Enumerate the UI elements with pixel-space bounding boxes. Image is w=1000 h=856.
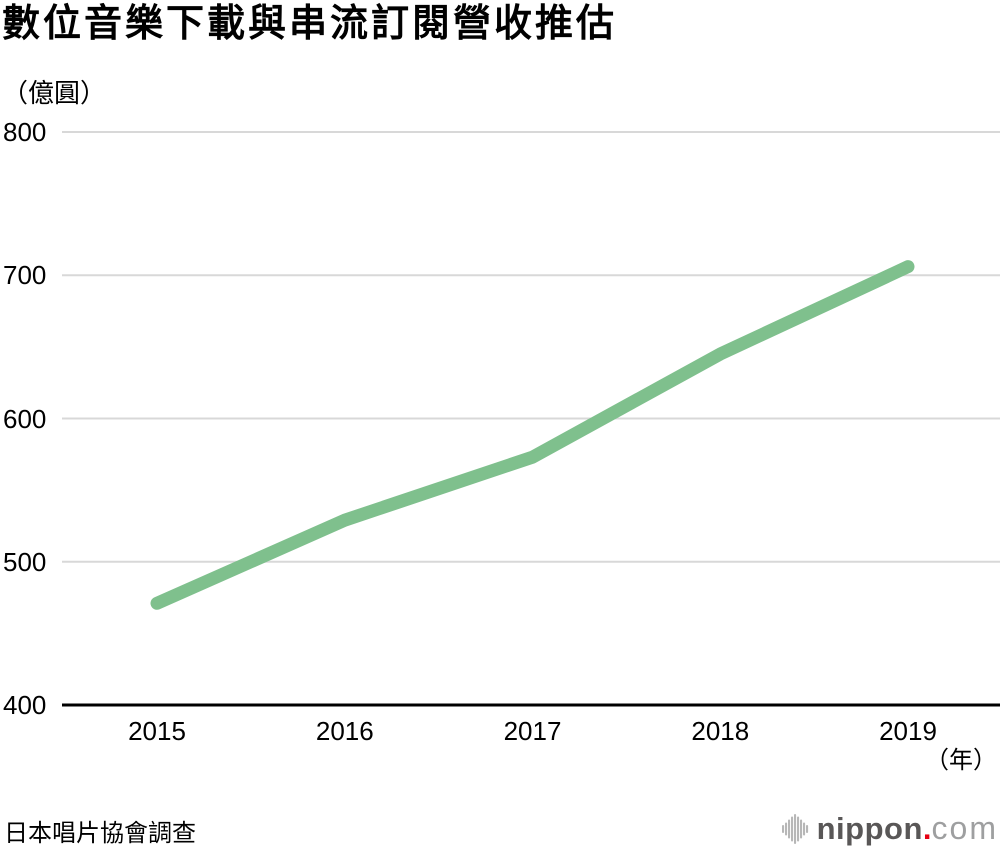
soundwave-bar xyxy=(784,822,787,835)
soundwave-bar xyxy=(793,813,796,844)
y-tick-label: 700 xyxy=(3,260,47,291)
revenue-line xyxy=(150,260,915,610)
x-tick-label: 2015 xyxy=(128,716,186,746)
logo-brand-text: nippon xyxy=(816,810,923,846)
y-axis-unit-label: （億圓） xyxy=(2,78,107,108)
soundwave-bar xyxy=(787,819,790,838)
x-tick-label: 2016 xyxy=(315,716,374,746)
x-tick-label: 2017 xyxy=(503,716,562,746)
soundwave-bar xyxy=(796,816,799,841)
soundwave-bar xyxy=(805,824,808,833)
nippon-logo: nippon. com xyxy=(780,810,998,847)
soundwave-bar xyxy=(799,819,802,838)
y-tick-label: 800 xyxy=(3,117,47,147)
logo-tld-text: com xyxy=(931,810,998,846)
soundwave-bars-icon xyxy=(781,813,808,844)
x-tick-label: 2019 xyxy=(879,716,937,746)
logo-dot: . xyxy=(922,810,932,846)
x-axis-unit-label: （年） xyxy=(925,747,997,774)
chart-title: 數位音樂下載與串流訂閱營收推估 xyxy=(2,3,618,45)
source-note: 日本唱片協會調查 xyxy=(4,820,196,847)
soundwave-bar xyxy=(802,822,805,835)
y-tick-label: 400 xyxy=(3,690,47,720)
soundwave-bar xyxy=(790,816,793,841)
y-tick-label: 500 xyxy=(3,546,47,577)
y-tick-label: 600 xyxy=(3,403,47,434)
x-tick-label: 2018 xyxy=(691,716,750,746)
soundwave-bar xyxy=(781,824,784,833)
